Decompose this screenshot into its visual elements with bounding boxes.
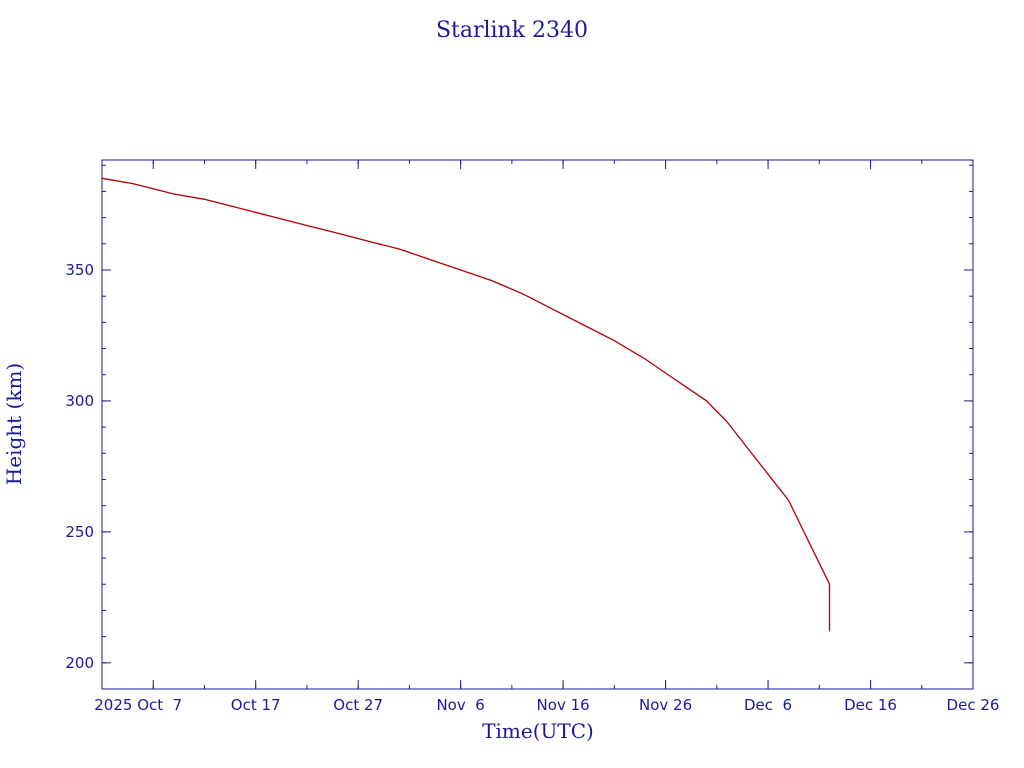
x-tick-label: Oct 17 bbox=[231, 696, 281, 714]
x-tick-label: Dec 16 bbox=[844, 696, 897, 714]
y-tick-label: 350 bbox=[65, 261, 94, 279]
axis-ticks bbox=[101, 160, 974, 690]
y-tick-label: 250 bbox=[65, 523, 94, 541]
series-line bbox=[101, 177, 831, 632]
y-tick-label: 300 bbox=[65, 392, 94, 410]
y-tick-labels: 200 250 300 350 bbox=[65, 261, 94, 672]
x-tick-label: Dec 26 bbox=[947, 696, 1000, 714]
x-axis-label: Time(UTC) bbox=[482, 719, 594, 743]
x-tick-label: Dec 6 bbox=[744, 696, 792, 714]
x-tick-labels: 2025 Oct 7 Oct 17 Oct 27 Nov 6 Nov 16 Nov 26 D… bbox=[94, 696, 999, 714]
chart-title: Starlink 2340 bbox=[436, 18, 588, 43]
x-tick-label: Oct 27 bbox=[333, 696, 383, 714]
plot-frame bbox=[101, 159, 974, 690]
y-axis-label: Height (km) bbox=[2, 363, 26, 485]
x-tick-label: 2025 Oct 7 bbox=[94, 696, 182, 714]
x-tick-label: Nov 6 bbox=[436, 696, 484, 714]
y-tick-label: 200 bbox=[65, 654, 94, 672]
x-tick-label: Nov 26 bbox=[639, 696, 692, 714]
x-tick-label: Nov 16 bbox=[537, 696, 590, 714]
